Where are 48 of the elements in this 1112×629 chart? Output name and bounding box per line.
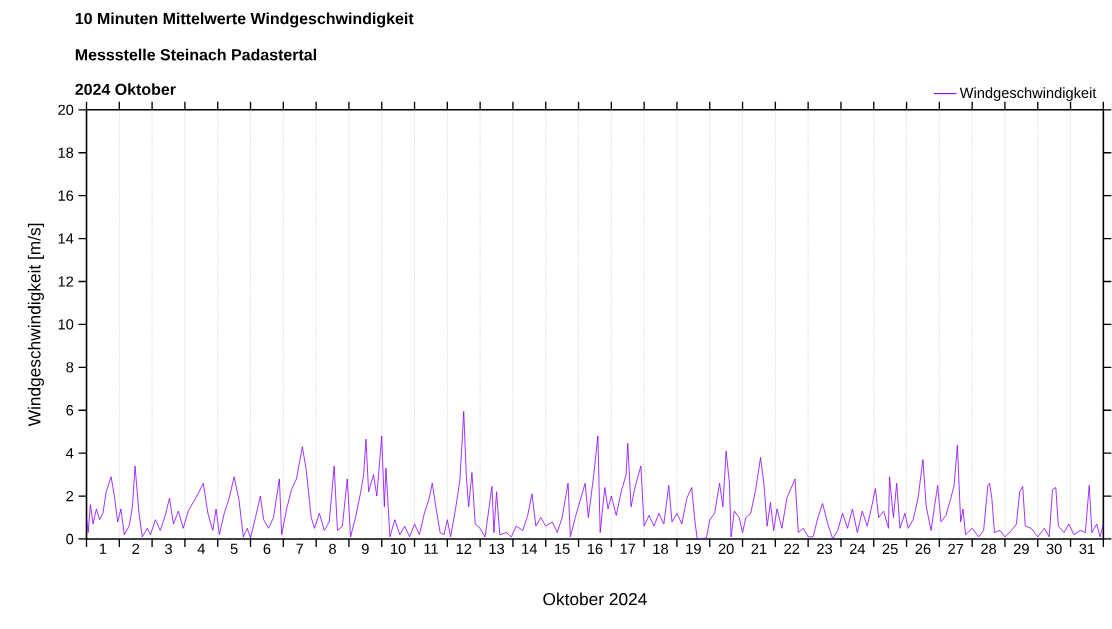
text: 2024 Oktober — [75, 83, 176, 96]
y-tick-label: 0 — [66, 533, 74, 545]
x-tick-label: 15 — [555, 543, 570, 555]
x-tick-label: 12 — [456, 543, 472, 555]
x-tick-label: 26 — [915, 543, 931, 555]
y-tick-label: 6 — [66, 405, 74, 416]
x-tick-label: 6 — [263, 543, 271, 555]
x-tick-label: 24 — [849, 543, 866, 555]
x-tick-label: 31 — [1079, 543, 1095, 555]
x-tick-label: 16 — [587, 543, 603, 555]
y-tick-label: 4 — [66, 448, 74, 459]
x-tick-label: 11 — [424, 543, 438, 554]
y-tick-label: 20 — [58, 104, 74, 116]
x-tick-label: 23 — [817, 543, 833, 555]
y-tick-label: 8 — [66, 362, 74, 373]
y-tick-label: 2 — [66, 491, 74, 502]
y-tick-label: 10 — [58, 319, 74, 330]
x-axis-title: Oktober 2024 — [543, 592, 647, 606]
x-tick-label: 14 — [522, 543, 538, 554]
chart-title: 10 Minuten Mittelwerte Windgeschwindigkeit — [75, 12, 414, 28]
x-tick-label: 25 — [882, 543, 898, 555]
y-tick-label: 16 — [58, 190, 74, 201]
y-axis-title: Windgeschwindigkeit [m/s] — [27, 223, 44, 427]
x-tick-label: 7 — [296, 543, 304, 554]
x-tick-label: 2 — [132, 543, 140, 555]
y-tick-label: 14 — [58, 233, 74, 244]
legend-label: Windgeschwindigkeit — [959, 87, 1097, 102]
x-tick-label: 29 — [1013, 543, 1029, 555]
x-tick-label: 18 — [653, 543, 669, 555]
x-tick-label: 10 — [391, 543, 406, 555]
x-tick-label: 1 — [99, 543, 107, 554]
x-tick-label: 13 — [489, 543, 505, 555]
x-tick-label: 3 — [165, 543, 172, 555]
x-tick-label: 27 — [948, 543, 964, 555]
y-tick-label: 18 — [58, 147, 74, 158]
chart-subtitle: Messstelle Steinach Padastertal — [75, 48, 316, 61]
x-tick-label: 17 — [620, 543, 636, 554]
x-tick-label: 4 — [197, 543, 205, 554]
x-tick-label: 22 — [784, 543, 800, 555]
x-tick-label: 19 — [686, 543, 701, 555]
x-tick-label: 20 — [718, 543, 734, 555]
x-tick-label: 8 — [329, 543, 336, 555]
x-tick-label: 21 — [751, 543, 767, 555]
x-tick-label: 9 — [361, 543, 369, 555]
x-tick-label: 30 — [1046, 543, 1062, 555]
x-tick-label: 28 — [981, 543, 997, 555]
y-tick-label: 12 — [58, 276, 74, 287]
x-tick-label: 5 — [230, 543, 238, 555]
